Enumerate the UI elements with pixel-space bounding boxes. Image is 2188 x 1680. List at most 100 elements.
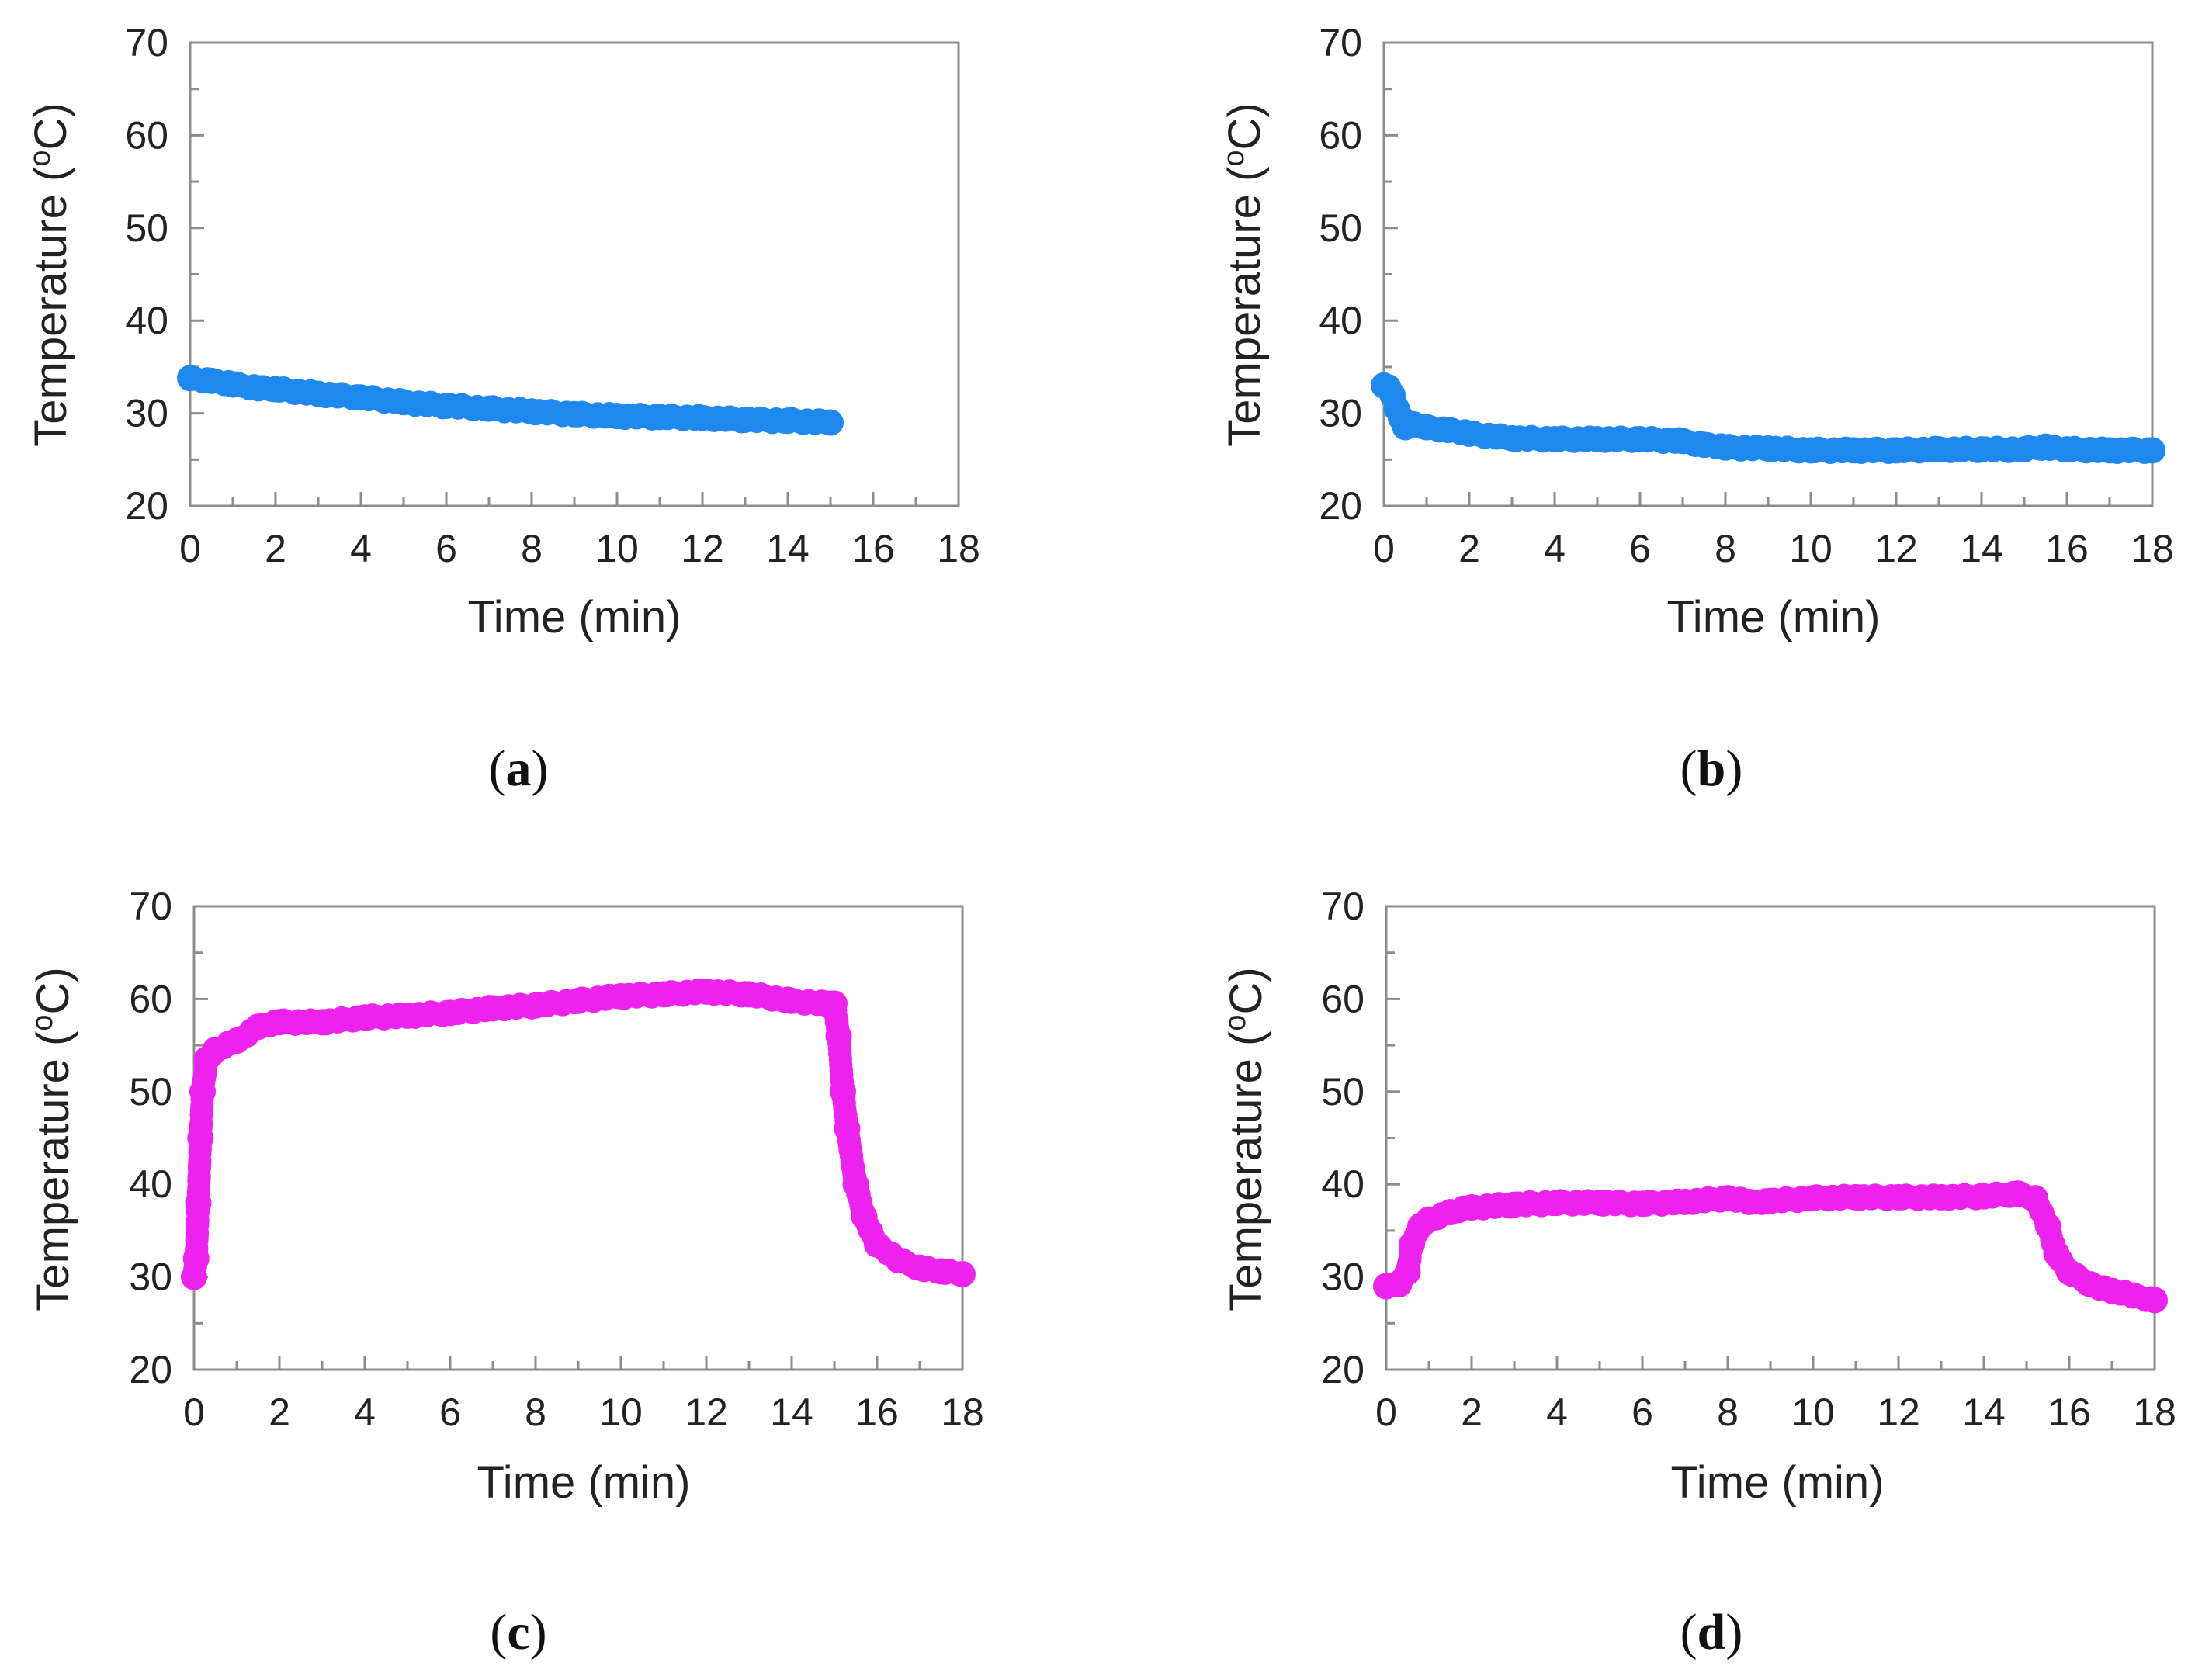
x-tick-labels: 0 2 4 6 8 10 12 14 16 18 [1375,1391,2176,1434]
y-tick-label: 20 [125,484,168,528]
data-points [1371,372,2165,465]
x-tick-label: 4 [354,1391,376,1434]
x-tick-label: 10 [599,1391,643,1434]
x-tick-label: 6 [435,527,457,570]
x-tick-label: 18 [2131,527,2174,570]
x-axis-title: Time (min) [1671,1457,1885,1508]
y-axis-title: Temperature (oC) [1218,102,1270,446]
x-tick-label: 14 [766,527,810,570]
axis-ticks [1385,905,2156,1371]
x-tick-label: 12 [681,527,724,570]
y-tick-label: 60 [125,113,168,157]
axis-ticks [189,41,960,507]
x-axis-title: Time (min) [1667,592,1881,643]
data-points [1373,1180,2168,1314]
y-tick-label: 50 [129,1070,172,1114]
y-tick-labels: 20 30 40 50 60 70 [125,21,168,528]
data-point [949,1261,976,1288]
panel-label-a: (a) [489,740,549,797]
y-tick-label: 50 [1319,206,1362,250]
x-tick-labels: 0 2 4 6 8 10 12 14 16 18 [183,1391,984,1434]
panel-label-c: (c) [490,1604,546,1661]
y-tick-label: 50 [125,206,168,250]
degree-superscript: o [26,1015,59,1031]
x-tick-label: 8 [1717,1391,1739,1434]
x-tick-label: 6 [439,1391,461,1434]
y-tick-label: 40 [125,299,168,342]
x-axis-title: Time (min) [477,1457,691,1508]
x-tick-label: 10 [1791,1391,1835,1434]
x-tick-label: 18 [2133,1391,2176,1434]
x-tick-label: 0 [179,527,201,570]
x-tick-label: 16 [855,1391,899,1434]
x-tick-label: 16 [851,527,895,570]
y-tick-label: 50 [1321,1070,1364,1114]
x-tick-label: 6 [1629,527,1651,570]
x-tick-label: 10 [595,527,639,570]
data-points [177,365,844,436]
x-tick-label: 2 [265,527,286,570]
y-tick-label: 60 [1321,977,1364,1020]
x-tick-label: 10 [1789,527,1833,570]
x-tick-label: 0 [1373,527,1395,570]
x-tick-label: 4 [350,527,372,570]
y-axis-title: Temperature (oC) [1219,967,1271,1311]
y-tick-label: 70 [1319,21,1362,64]
x-tick-label: 18 [937,527,980,570]
panel-label-b: (b) [1680,740,1743,797]
y-tick-label: 20 [129,1348,172,1391]
y-tick-label: 70 [125,21,168,64]
axis-ticks [192,905,964,1371]
x-tick-label: 0 [1375,1391,1397,1434]
x-tick-label: 2 [1461,1391,1482,1434]
x-tick-label: 16 [2045,527,2089,570]
x-tick-label: 14 [1962,1391,2006,1434]
data-point [2141,1287,2168,1314]
degree-superscript: o [1218,151,1250,167]
x-tick-label: 18 [941,1391,984,1434]
y-tick-label: 20 [1321,1348,1364,1391]
x-tick-label: 2 [269,1391,290,1434]
y-tick-labels: 20 30 40 50 60 70 [1319,21,1362,528]
x-axis-title: Time (min) [468,592,681,643]
x-tick-label: 16 [2048,1391,2091,1434]
x-tick-label: 6 [1631,1391,1653,1434]
y-tick-label: 30 [125,392,168,435]
y-tick-label: 40 [1321,1162,1364,1206]
x-tick-label: 4 [1546,1391,1568,1434]
x-tick-label: 2 [1458,527,1480,570]
x-tick-label: 8 [525,1391,546,1434]
data-point [817,409,844,436]
x-tick-label: 0 [183,1391,205,1434]
y-tick-label: 60 [1319,113,1362,157]
y-tick-label: 30 [1321,1256,1364,1299]
y-axis-title: Temperature (oC) [24,102,76,446]
data-point [2139,437,2165,464]
y-tick-label: 60 [129,977,172,1020]
y-tick-label: 70 [129,885,172,928]
panel-label-d: (d) [1680,1604,1743,1661]
degree-superscript: o [1219,1015,1252,1031]
data-points [181,978,976,1290]
x-tick-labels: 0 2 4 6 8 10 12 14 16 18 [179,527,980,570]
x-tick-label: 12 [1877,1391,1920,1434]
y-tick-label: 20 [1319,484,1362,528]
x-tick-label: 12 [1874,527,1918,570]
x-tick-label: 14 [770,1391,813,1434]
degree-superscript: o [24,151,57,167]
x-tick-labels: 0 2 4 6 8 10 12 14 16 18 [1373,527,2174,570]
y-axis-title: Temperature (oC) [26,967,78,1311]
x-tick-label: 14 [1960,527,2003,570]
x-tick-label: 4 [1544,527,1566,570]
y-tick-label: 40 [1319,299,1362,342]
y-tick-labels: 20 30 40 50 60 70 [1321,885,1364,1391]
y-tick-label: 70 [1321,885,1364,928]
x-tick-label: 12 [685,1391,728,1434]
y-tick-label: 30 [1319,392,1362,435]
